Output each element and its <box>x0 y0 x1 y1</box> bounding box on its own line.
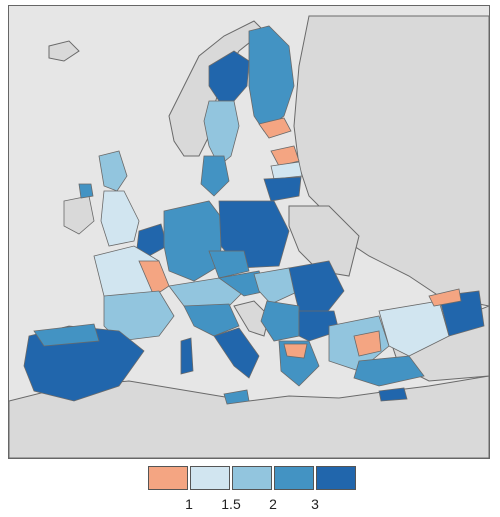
region-turkey-central <box>378 300 450 357</box>
region-finland <box>248 25 295 132</box>
region-finland-south <box>258 117 292 139</box>
region-italy-south <box>213 327 260 379</box>
region-turkey-northeast <box>428 288 462 307</box>
legend-swatch-above-3 <box>316 466 356 490</box>
region-turkey-coast <box>353 330 382 357</box>
region-france-south <box>103 290 175 342</box>
map-canvas <box>9 6 489 458</box>
legend-tick-1.5: 1.5 <box>221 496 241 512</box>
region-ni <box>78 183 94 199</box>
region-italy-north <box>183 303 240 337</box>
region-hungary <box>253 267 300 305</box>
legend: 1 1.5 2 3 <box>148 466 358 514</box>
region-scotland <box>98 150 128 192</box>
region-alps <box>168 277 245 307</box>
iceland-like-island <box>48 40 80 62</box>
legend-swatch-below-1 <box>148 466 188 490</box>
legend-swatch-2-3 <box>274 466 314 490</box>
legend-tick-2: 2 <box>269 496 277 512</box>
region-north-sweden <box>208 50 250 102</box>
region-turkey-south <box>353 355 425 387</box>
region-germany <box>163 200 225 282</box>
region-sicily <box>223 389 250 405</box>
legend-tick-1: 1 <box>185 496 193 512</box>
region-england <box>100 190 140 247</box>
region-latvia <box>270 161 303 180</box>
region-czech <box>208 250 250 279</box>
study-regions <box>23 25 485 405</box>
region-lithuania <box>263 176 302 202</box>
region-serbia <box>260 300 300 342</box>
region-sweden-south <box>200 155 230 197</box>
north-africa-land <box>9 375 489 458</box>
region-cyprus <box>378 387 408 402</box>
region-estonia <box>270 145 300 167</box>
legend-tick-3: 3 <box>311 496 319 512</box>
region-sardinia <box>180 337 194 375</box>
legend-swatch-1-1.5 <box>190 466 230 490</box>
legend-swatch-1.5-2 <box>232 466 272 490</box>
region-iberia-north <box>33 323 100 347</box>
europe-choropleth-map <box>8 5 490 459</box>
region-greece-north <box>283 343 308 359</box>
region-benelux <box>136 223 168 257</box>
